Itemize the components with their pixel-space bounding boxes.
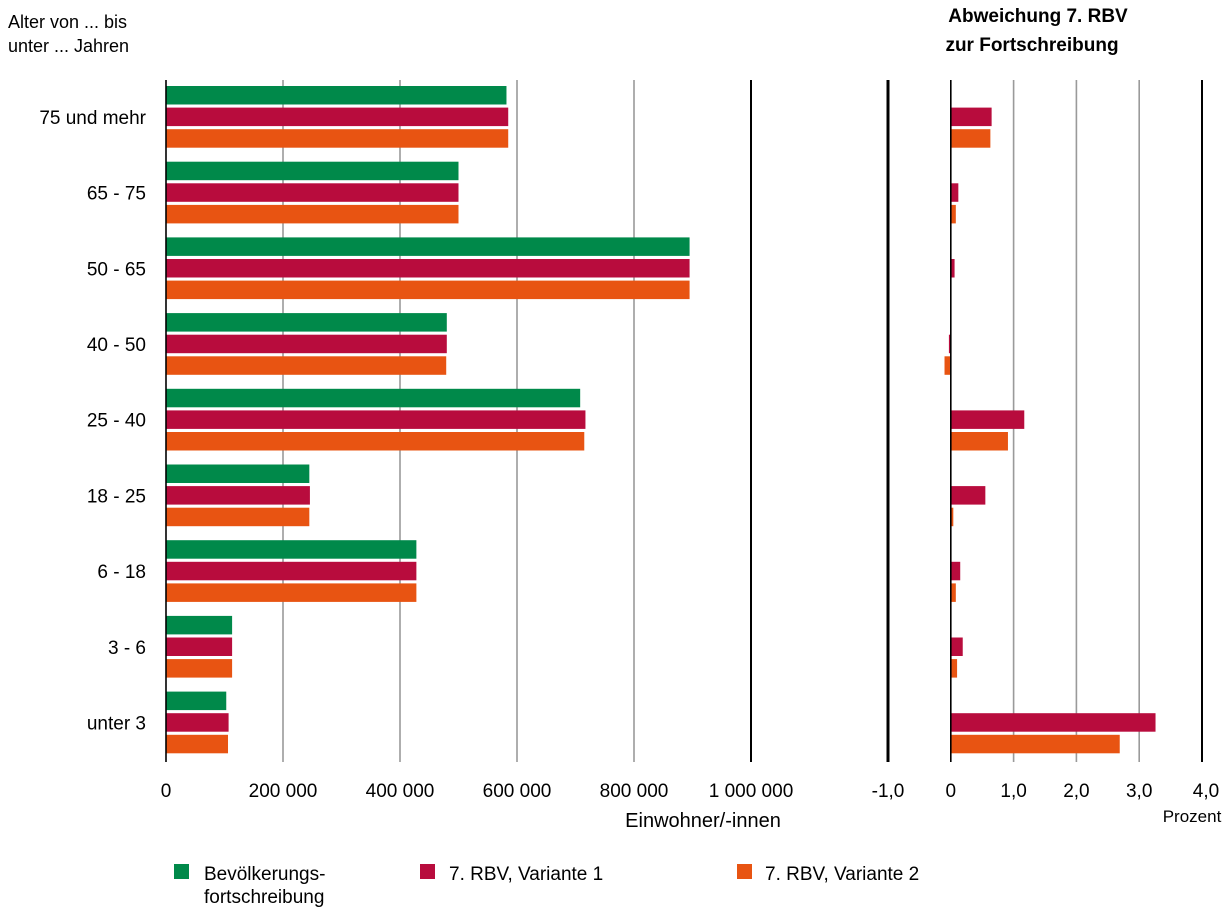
- category-label: 25 - 40: [87, 411, 146, 432]
- deviation-bar-3-6-7-rbv-variante-2: [950, 659, 958, 678]
- right-x-tick-label: 2,0: [1063, 781, 1089, 802]
- bar-50-65-7-rbv-variante-2: [166, 280, 690, 300]
- x-tick-label: 0: [161, 781, 172, 802]
- right-x-tick-label: 4,0: [1193, 781, 1219, 802]
- legend-label-variante-1: 7. RBV, Variante 1: [449, 864, 603, 885]
- bar-3-6-bev-lkerungs-fortschreibung: [166, 615, 233, 635]
- left-bars: [166, 86, 690, 754]
- bar-unter-3-bev-lkerungs-fortschreibung: [166, 691, 227, 711]
- category-label: 3 - 6: [108, 638, 146, 659]
- bar-75-und-mehr-7-rbv-variante-1: [166, 107, 509, 127]
- bar-unter-3-7-rbv-variante-1: [166, 713, 229, 732]
- deviation-bar-75-und-mehr-7-rbv-variante-1: [950, 107, 992, 127]
- bar-18-25-7-rbv-variante-1: [166, 486, 310, 505]
- category-label: 6 - 18: [97, 562, 146, 583]
- right-x-axis-label: Prozent: [1163, 807, 1222, 826]
- bar-50-65-bev-lkerungs-fortschreibung: [166, 237, 690, 256]
- bar-25-40-7-rbv-variante-2: [166, 432, 585, 451]
- category-label: 18 - 25: [87, 486, 146, 507]
- deviation-bar-65-75-7-rbv-variante-2: [950, 204, 956, 224]
- deviation-bar-25-40-7-rbv-variante-1: [950, 410, 1025, 429]
- bar-6-18-7-rbv-variante-1: [166, 561, 417, 581]
- x-tick-label: 800 000: [600, 781, 669, 802]
- right-gridlines: [1012, 80, 1140, 762]
- bar-65-75-7-rbv-variante-1: [166, 183, 459, 202]
- category-label: unter 3: [87, 713, 146, 734]
- bar-40-50-7-rbv-variante-2: [166, 356, 447, 375]
- bar-75-und-mehr-bev-lkerungs-fortschreibung: [166, 86, 507, 105]
- deviation-bar-6-18-7-rbv-variante-2: [950, 583, 956, 602]
- legend: Bevölkerungs- fortschreibung 7. RBV, Var…: [174, 864, 919, 908]
- deviation-bar-75-und-mehr-7-rbv-variante-2: [950, 129, 991, 148]
- bar-40-50-bev-lkerungs-fortschreibung: [166, 313, 447, 332]
- bar-65-75-7-rbv-variante-2: [166, 204, 459, 224]
- bar-65-75-bev-lkerungs-fortschreibung: [166, 161, 459, 181]
- bar-unter-3-7-rbv-variante-2: [166, 734, 229, 754]
- deviation-bar-40-50-7-rbv-variante-1: [948, 334, 951, 354]
- deviation-bar-18-25-7-rbv-variante-1: [950, 486, 986, 505]
- x-tick-label: 1 000 000: [709, 781, 794, 802]
- category-label: 75 und mehr: [39, 108, 146, 129]
- left-tick-labels: 0 200 000 400 000 600 000 800 000 1 000 000: [161, 781, 794, 802]
- legend-swatch-variante-2: [737, 864, 752, 879]
- right-chart-title-line-1: Abweichung 7. RBV: [948, 6, 1128, 27]
- bar-3-6-7-rbv-variante-2: [166, 659, 233, 678]
- bar-6-18-bev-lkerungs-fortschreibung: [166, 540, 417, 559]
- deviation-bar-40-50-7-rbv-variante-2: [944, 356, 951, 375]
- x-tick-label: 200 000: [249, 781, 318, 802]
- deviation-bar-6-18-7-rbv-variante-1: [950, 561, 961, 581]
- legend-swatch-bevoelkerungsfortschreibung: [174, 864, 189, 879]
- bar-25-40-7-rbv-variante-1: [166, 410, 586, 429]
- legend-label-variante-2: 7. RBV, Variante 2: [765, 864, 919, 885]
- bar-40-50-7-rbv-variante-1: [166, 334, 447, 354]
- right-tick-labels: -1,0 0 1,0 2,0 3,0 4,0: [872, 781, 1220, 802]
- right-bars: [944, 107, 1156, 754]
- right-axis-lines: [886, 80, 1203, 762]
- deviation-bar-3-6-7-rbv-variante-1: [950, 637, 963, 656]
- bar-18-25-bev-lkerungs-fortschreibung: [166, 464, 310, 483]
- x-tick-label: 600 000: [483, 781, 552, 802]
- right-x-tick-label: 3,0: [1126, 781, 1152, 802]
- deviation-bar-unter-3-7-rbv-variante-2: [950, 734, 1120, 754]
- legend-swatch-variante-1: [420, 864, 435, 879]
- legend-label-bevoelkerungsfortschreibung-line-2: fortschreibung: [204, 887, 324, 908]
- deviation-bar-50-65-7-rbv-variante-1: [950, 259, 955, 278]
- left-axis-lines: [165, 80, 752, 762]
- deviation-bar-18-25-7-rbv-variante-2: [950, 507, 954, 527]
- category-label: 40 - 50: [87, 335, 146, 356]
- bar-18-25-7-rbv-variante-2: [166, 507, 310, 527]
- x-axis-label: Einwohner/-innen: [625, 810, 781, 832]
- y-axis-label-line-2: unter ... Jahren: [8, 36, 129, 56]
- bar-3-6-7-rbv-variante-1: [166, 637, 233, 656]
- right-chart-title-line-2: zur Fortschreibung: [945, 35, 1118, 56]
- category-label: 65 - 75: [87, 184, 146, 205]
- right-x-tick-label: 0: [946, 781, 957, 802]
- deviation-bar-unter-3-7-rbv-variante-1: [950, 713, 1156, 732]
- right-x-tick-label: -1,0: [872, 781, 905, 802]
- bar-75-und-mehr-7-rbv-variante-2: [166, 129, 509, 148]
- right-x-tick-label: 1,0: [1000, 781, 1026, 802]
- legend-label-bevoelkerungsfortschreibung-line-1: Bevölkerungs-: [204, 864, 325, 885]
- deviation-bar-25-40-7-rbv-variante-2: [950, 432, 1008, 451]
- x-tick-label: 400 000: [366, 781, 435, 802]
- bar-6-18-7-rbv-variante-2: [166, 583, 417, 602]
- category-label: 50 - 65: [87, 259, 146, 280]
- bar-50-65-7-rbv-variante-1: [166, 259, 690, 278]
- y-axis-label-line-1: Alter von ... bis: [8, 12, 127, 32]
- deviation-bar-65-75-7-rbv-variante-1: [950, 183, 959, 202]
- category-labels: 75 und mehr 65 - 75 50 - 65 40 - 50 25 - 40 1…: [39, 108, 146, 735]
- bar-25-40-bev-lkerungs-fortschreibung: [166, 388, 581, 408]
